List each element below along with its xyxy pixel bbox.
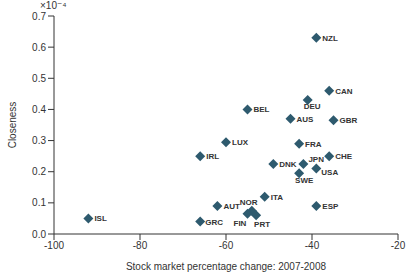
svg-text:-40: -40: [305, 240, 320, 251]
svg-text:0.2: 0.2: [32, 166, 46, 177]
svg-text:-100: -100: [44, 240, 64, 251]
svg-text:ISL: ISL: [94, 214, 107, 223]
svg-text:BEL: BEL: [254, 105, 270, 114]
svg-text:CHE: CHE: [335, 152, 353, 161]
svg-text:NOR: NOR: [240, 198, 258, 207]
svg-text:FIN: FIN: [234, 219, 247, 228]
svg-text:LUX: LUX: [232, 138, 249, 147]
svg-text:-20: -20: [391, 240, 406, 251]
svg-text:JPN: JPN: [308, 155, 324, 164]
svg-text:0.4: 0.4: [32, 104, 46, 115]
svg-text:0.0: 0.0: [32, 229, 46, 240]
svg-text:GBR: GBR: [340, 116, 358, 125]
svg-text:Closeness: Closeness: [8, 102, 18, 149]
svg-text:ITA: ITA: [271, 193, 284, 202]
svg-text:0.6: 0.6: [32, 42, 46, 53]
svg-text:0.3: 0.3: [32, 135, 46, 146]
svg-text:FRA: FRA: [305, 140, 322, 149]
html-text:×10⁻⁴: ×10⁻⁴: [40, 0, 67, 11]
svg-text:SWE: SWE: [295, 176, 314, 185]
svg-text:Stock market percentage change: Stock market percentage change: 2007-200…: [126, 261, 327, 272]
svg-text:NZL: NZL: [322, 34, 338, 43]
svg-text:AUT: AUT: [223, 202, 240, 211]
svg-text:0.5: 0.5: [32, 73, 46, 84]
svg-text:DEU: DEU: [304, 102, 321, 111]
svg-text:GRC: GRC: [205, 218, 223, 227]
svg-text:PRT: PRT: [254, 220, 270, 229]
svg-text:DNK: DNK: [279, 160, 297, 169]
svg-text:-80: -80: [133, 240, 148, 251]
svg-text:USA: USA: [321, 168, 338, 177]
svg-text:0.1: 0.1: [32, 197, 46, 208]
svg-text:CAN: CAN: [335, 87, 353, 96]
svg-text:-60: -60: [219, 240, 234, 251]
svg-text:0.7: 0.7: [32, 11, 46, 22]
svg-text:AUS: AUS: [297, 115, 315, 124]
svg-text:ESP: ESP: [322, 202, 339, 211]
svg-text:IRL: IRL: [206, 152, 219, 161]
